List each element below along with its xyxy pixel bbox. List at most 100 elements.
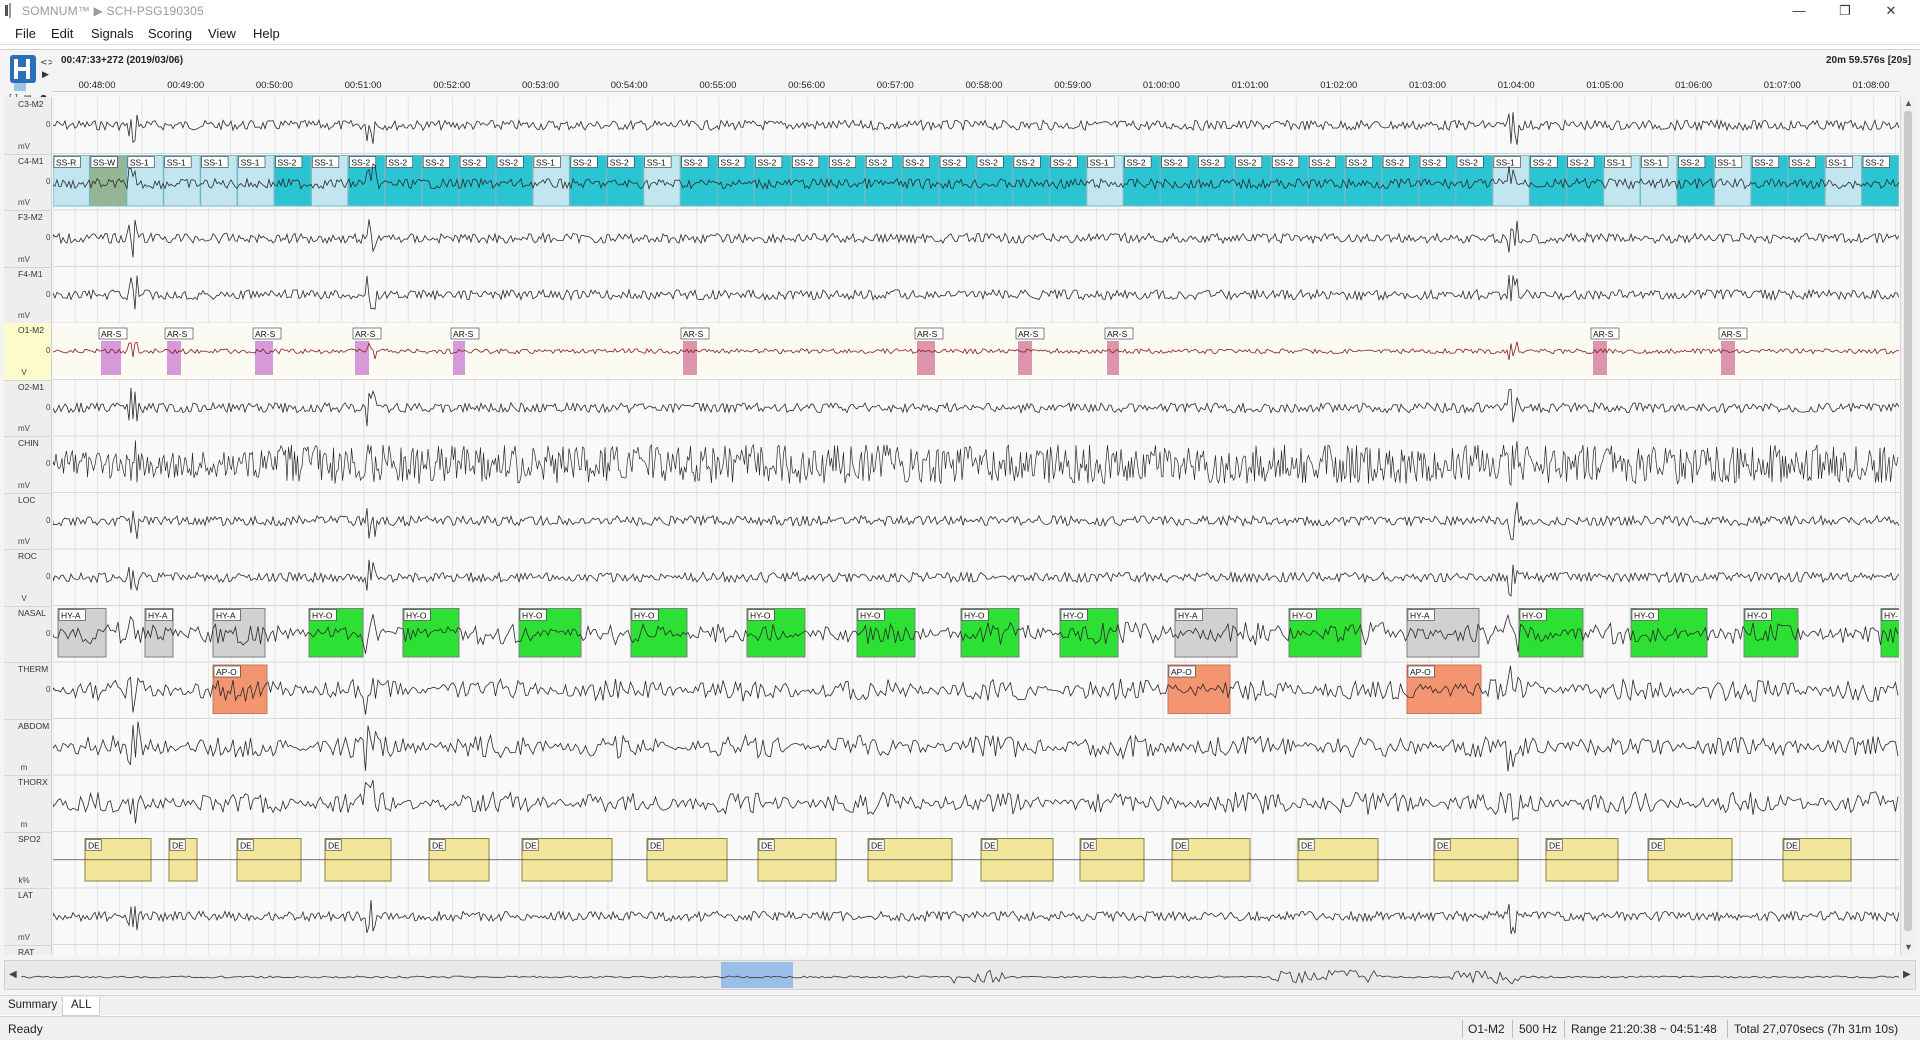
channel-label[interactable]: LOC (18, 494, 36, 505)
sleep-stage-event[interactable]: SS-2 (790, 155, 829, 207)
overview-plot[interactable] (21, 961, 1901, 989)
channel-label[interactable]: LAT (18, 890, 33, 900)
sleep-stage-event[interactable]: SS-2 (1455, 155, 1493, 207)
channel-label[interactable]: THORX (18, 777, 48, 787)
arousal-event[interactable]: AR-S (1718, 327, 1748, 375)
tab-all[interactable]: ALL (62, 997, 101, 1016)
scroll-up-icon[interactable]: ▲ (1904, 98, 1913, 108)
sleep-stage-event[interactable]: SS-2 (274, 155, 312, 207)
sleep-stage-event[interactable]: SS-2 (753, 155, 792, 207)
menu-edit[interactable]: Edit (51, 26, 74, 41)
close-button[interactable]: ✕ (1885, 3, 1897, 18)
tab-summary[interactable]: Summary (8, 999, 58, 1011)
signal-canvas[interactable]: SS-R SS-W SS-1 SS-1 SS-1 SS-1 SS-2 SS-1 SS-2 SS-2… (53, 97, 1899, 955)
apnea-event[interactable]: AP-O (212, 664, 268, 714)
sleep-stage-event[interactable]: SS-1 (532, 155, 570, 207)
sleep-stage-event[interactable]: SS-2 (1787, 155, 1826, 207)
sleep-stage-event[interactable]: SS-2 (421, 155, 460, 207)
channel-label[interactable]: SPO2 (18, 833, 41, 844)
channel-label[interactable]: C4-M1 (18, 155, 44, 166)
channel-label[interactable]: O2-M1 (18, 381, 44, 392)
sleep-stage-event[interactable]: SS-2 (1750, 155, 1789, 207)
arousal-event[interactable]: AR-S (1590, 327, 1620, 375)
sleep-stage-event[interactable]: SS-2 (1418, 155, 1456, 207)
sleep-stage-event[interactable]: SS-1 (237, 155, 275, 207)
overview-viewport[interactable] (721, 962, 793, 988)
arousal-event[interactable]: AR-S (450, 327, 480, 375)
sleep-stage-event[interactable]: SS-2 (1529, 155, 1567, 207)
arousal-event[interactable]: AR-S (1104, 327, 1134, 375)
respiratory-event[interactable]: HY-O (1630, 608, 1708, 658)
arousal-event[interactable]: AR-S (252, 327, 282, 375)
sleep-stage-event[interactable]: SS-2 (347, 155, 386, 207)
signal-plot[interactable]: SS-R SS-W SS-1 SS-1 SS-1 SS-1 SS-2 SS-1 SS-2 SS-2… (53, 97, 1899, 955)
sleep-stage-event[interactable]: SS-R (53, 155, 90, 207)
channel-label[interactable]: CHIN (18, 438, 39, 448)
sleep-stage-event[interactable]: SS-1 (1713, 155, 1752, 207)
channel-label[interactable]: C3-M2 (18, 99, 44, 109)
minimize-button[interactable]: — (1792, 3, 1806, 18)
channel-label[interactable]: O1-M2 (18, 325, 44, 335)
sleep-stage-event[interactable]: SS-2 (680, 155, 718, 207)
sleep-stage-event[interactable]: SS-2 (1566, 155, 1604, 207)
sleep-stage-event[interactable]: SS-2 (901, 155, 940, 207)
channel-label[interactable]: ROC (18, 551, 37, 561)
sleep-stage-event[interactable]: SS-1 (200, 155, 238, 207)
menu-scoring[interactable]: Scoring (148, 26, 193, 41)
sleep-stage-event[interactable]: SS-2 (717, 155, 755, 207)
sleep-stage-event[interactable]: SS-1 (126, 155, 164, 207)
scrollbar-thumb[interactable] (1904, 111, 1912, 931)
sleep-stage-event[interactable]: SS-1 (1603, 155, 1641, 207)
scroll-down-icon[interactable]: ▼ (1904, 942, 1913, 952)
sleep-stage-event[interactable]: SS-2 (1307, 155, 1346, 207)
sleep-stage-event[interactable]: SS-2 (1197, 155, 1235, 207)
channel-label[interactable]: ABDOM (18, 720, 50, 731)
menu-file[interactable]: File (15, 26, 36, 41)
channel-label[interactable]: F3-M2 (18, 212, 43, 222)
arousal-event[interactable]: AR-S (164, 327, 194, 375)
menu-signals[interactable]: Signals (91, 26, 134, 41)
respiratory-event[interactable]: HY-A (1406, 608, 1480, 658)
respiratory-event[interactable]: HY-A (57, 608, 107, 658)
menu-help[interactable]: Help (253, 26, 280, 41)
sleep-stage-event[interactable]: SS-2 (827, 155, 866, 207)
sleep-stage-event[interactable]: SS-2 (384, 155, 423, 207)
respiratory-event[interactable]: HY-O (856, 608, 916, 658)
overview-scrollbar[interactable]: ◀ ▶ (4, 960, 1916, 990)
sleep-stage-event[interactable]: SS-2 (864, 155, 903, 207)
apnea-event[interactable]: AP-O (1406, 664, 1482, 714)
arousal-event[interactable]: AR-S (914, 327, 944, 375)
sleep-stage-event[interactable]: SS-1 (643, 155, 681, 207)
sleep-stage-event[interactable]: SS-1 (1640, 155, 1678, 207)
respiratory-event[interactable]: HY-O (1743, 608, 1799, 658)
vertical-scrollbar[interactable]: ▲ ▼ (1900, 97, 1915, 955)
scroll-left-icon[interactable]: ◀ (9, 969, 17, 980)
sleep-stage-event[interactable]: SS-2 (1270, 155, 1309, 207)
sleep-stage-event[interactable]: SS-2 (495, 155, 533, 207)
scroll-right-icon[interactable]: ▶ (1903, 969, 1911, 980)
respiratory-event[interactable]: HY-A (144, 608, 174, 658)
channel-label[interactable]: NASAL (18, 607, 46, 618)
sleep-stage-event[interactable]: SS-1 (1824, 155, 1863, 207)
channel-label[interactable]: THERM (18, 664, 49, 674)
respiratory-event[interactable]: HY-A (1174, 608, 1238, 658)
sleep-stage-event[interactable]: SS-2 (1233, 155, 1272, 207)
channel-label[interactable]: RAT (18, 946, 35, 957)
sleep-stage-event[interactable]: SS-1 (1086, 155, 1124, 207)
channel-label[interactable]: F4-M1 (18, 268, 43, 279)
respiratory-event[interactable]: HY-O (1059, 608, 1119, 658)
sleep-stage-event[interactable]: SS-2 (569, 155, 607, 207)
sleep-stage-event[interactable]: SS-2 (458, 155, 497, 207)
hypnogram-icon[interactable]: <> ▶ [ ] ▤ ● (8, 53, 55, 102)
sleep-stage-event[interactable]: SS-2 (1049, 155, 1087, 207)
respiratory-event[interactable]: HY-O (630, 608, 688, 658)
respiratory-event[interactable]: HY-O (746, 608, 806, 658)
maximize-button[interactable]: ❐ (1839, 3, 1851, 18)
sleep-stage-event[interactable]: SS-2 (975, 155, 1013, 207)
respiratory-event[interactable]: HY-A (212, 608, 266, 658)
respiratory-event[interactable]: HY-O (518, 608, 582, 658)
respiratory-event[interactable]: HY-O (1518, 608, 1584, 658)
arousal-event[interactable]: AR-S (98, 327, 128, 375)
menu-view[interactable]: View (208, 26, 236, 41)
sleep-stage-event[interactable]: SS-2 (1123, 155, 1161, 207)
